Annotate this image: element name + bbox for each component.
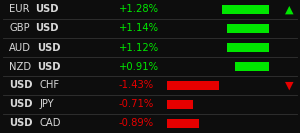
Bar xyxy=(167,81,219,90)
Text: +0.91%: +0.91% xyxy=(118,61,158,72)
Text: USD: USD xyxy=(36,24,59,34)
Text: +1.12%: +1.12% xyxy=(118,43,159,53)
Text: ▲: ▲ xyxy=(285,5,294,14)
Text: CHF: CHF xyxy=(39,80,59,90)
Text: USD: USD xyxy=(9,119,32,128)
Text: EUR: EUR xyxy=(9,5,29,14)
Text: AUD: AUD xyxy=(9,43,31,53)
Text: USD: USD xyxy=(35,5,59,14)
Text: CAD: CAD xyxy=(39,119,61,128)
Text: NZD: NZD xyxy=(9,61,31,72)
Bar xyxy=(226,24,268,33)
Text: +1.14%: +1.14% xyxy=(118,24,158,34)
Text: -1.43%: -1.43% xyxy=(118,80,154,90)
Bar xyxy=(221,5,268,14)
Text: -0.89%: -0.89% xyxy=(118,119,154,128)
Bar xyxy=(167,100,193,109)
Text: GBP: GBP xyxy=(9,24,30,34)
Text: USD: USD xyxy=(9,80,32,90)
Bar xyxy=(227,43,268,52)
Bar xyxy=(235,62,268,71)
Text: JPY: JPY xyxy=(39,99,54,109)
Bar xyxy=(167,119,199,128)
Text: ▼: ▼ xyxy=(285,80,294,90)
Text: USD: USD xyxy=(9,99,32,109)
Text: USD: USD xyxy=(38,43,61,53)
Text: +1.28%: +1.28% xyxy=(118,5,158,14)
Text: USD: USD xyxy=(38,61,61,72)
Text: -0.71%: -0.71% xyxy=(118,99,154,109)
